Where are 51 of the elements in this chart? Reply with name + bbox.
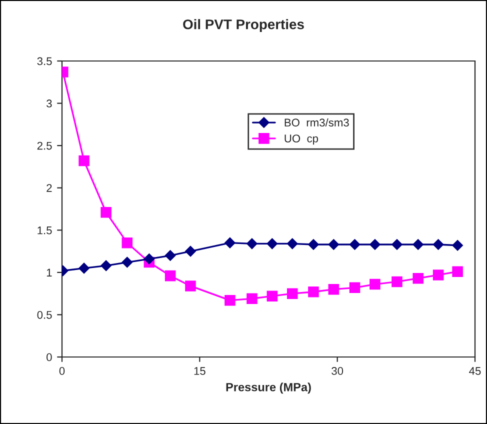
point — [308, 286, 319, 298]
legend-label: BO rm3/sm3 — [284, 118, 349, 127]
point — [78, 155, 90, 166]
point — [452, 240, 463, 251]
y-tick-label: 3 — [46, 100, 52, 108]
point — [164, 270, 176, 282]
chart-title: Oil PVT Properties — [183, 19, 304, 32]
y-tick-label: 0.5 — [37, 310, 52, 319]
point — [246, 238, 258, 250]
y-tick-label: 2.5 — [37, 142, 52, 150]
point — [266, 238, 278, 250]
x-tick-label: 15 — [194, 367, 206, 375]
x-tick-label: 30 — [332, 367, 344, 375]
point — [308, 239, 319, 250]
point — [78, 262, 90, 274]
x-tick-label: 45 — [469, 367, 481, 375]
point — [164, 250, 176, 261]
point — [224, 294, 236, 306]
point — [246, 293, 258, 304]
y-tick-label: 1 — [46, 268, 52, 276]
point — [286, 288, 298, 299]
y-tick-label: 2 — [46, 184, 52, 192]
point — [432, 270, 444, 280]
y-tick-label: 0 — [46, 353, 52, 362]
point — [349, 239, 360, 250]
point — [328, 239, 340, 250]
x-axis-title: Pressure (MPa) — [226, 382, 311, 394]
point — [266, 290, 278, 302]
legend-label: UO cp — [284, 134, 318, 145]
point — [412, 239, 424, 250]
point — [100, 207, 112, 218]
point — [100, 260, 112, 272]
point — [328, 284, 340, 295]
point — [432, 239, 444, 250]
point — [412, 272, 424, 284]
point — [392, 276, 402, 288]
point — [370, 278, 380, 290]
point — [122, 256, 133, 268]
point — [144, 253, 155, 264]
point — [224, 237, 236, 248]
x-tick-label: 0 — [59, 367, 65, 375]
point — [185, 246, 196, 257]
point — [122, 237, 133, 248]
point — [349, 282, 360, 294]
point — [452, 266, 463, 277]
point — [392, 239, 402, 250]
y-tick-label: 3.5 — [37, 57, 52, 66]
y-tick-label: 1.5 — [38, 226, 52, 234]
point — [185, 280, 196, 292]
point — [286, 238, 298, 250]
point — [370, 239, 380, 250]
